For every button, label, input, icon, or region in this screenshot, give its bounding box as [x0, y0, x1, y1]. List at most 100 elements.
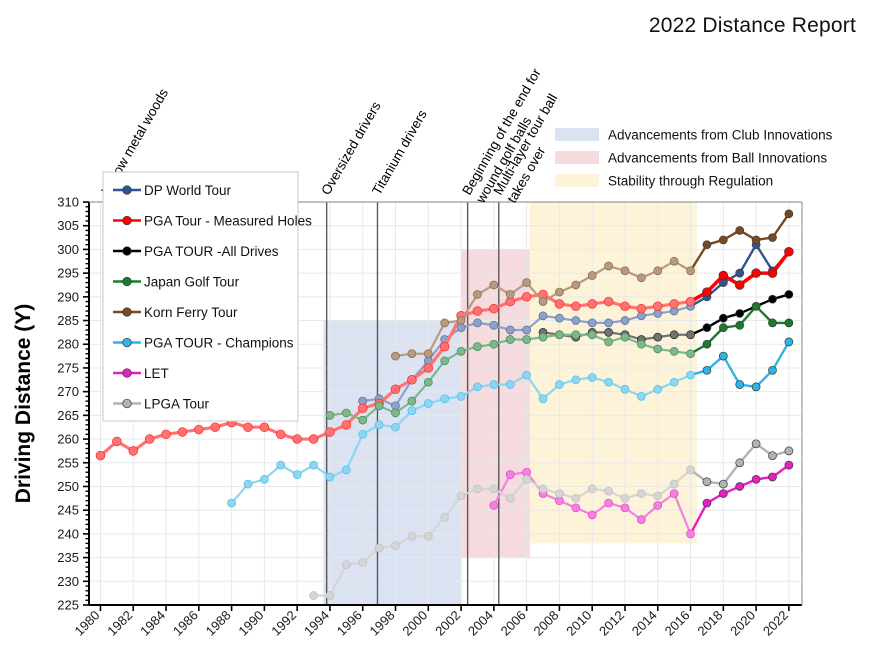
series-point: [751, 475, 761, 484]
legend-item-7[interactable]: LPGA Tour: [113, 396, 210, 411]
series-point: [522, 325, 531, 335]
series-segment: [525, 373, 545, 400]
series-point: [555, 330, 564, 340]
series-point: [423, 399, 433, 408]
series-point: [620, 301, 630, 312]
series-point: [358, 415, 368, 425]
series-point: [604, 377, 613, 387]
series-point: [718, 235, 728, 245]
series-point: [571, 301, 581, 312]
series-point: [538, 332, 548, 342]
series-point: [210, 422, 220, 432]
legend-item-0[interactable]: DP World Tour: [113, 183, 232, 198]
series-point: [620, 384, 630, 394]
series-point: [751, 301, 761, 311]
band-legend-swatch: [555, 174, 599, 187]
series-point: [784, 209, 794, 219]
series-point: [571, 493, 581, 503]
series-point: [702, 498, 712, 508]
x-tick-label: 2008: [530, 608, 561, 639]
series-point: [473, 318, 482, 328]
y-tick-label: 300: [57, 242, 79, 257]
series-point: [784, 318, 794, 328]
legend-item-2[interactable]: PGA TOUR -All Drives: [113, 244, 279, 259]
legend-item-1[interactable]: PGA Tour - Measured Holes: [113, 213, 312, 228]
series-point: [489, 280, 499, 290]
band-legend-label: Advancements from Club Innovations: [608, 128, 833, 143]
series-point: [243, 422, 253, 432]
annotation-line: Titanium drivers: [369, 107, 430, 197]
series-point: [587, 373, 597, 382]
series-point: [653, 344, 663, 354]
y-tick-label: 285: [57, 313, 79, 328]
series-point: [423, 349, 433, 359]
x-tick-label: 1986: [170, 608, 201, 639]
series-segment: [492, 473, 512, 507]
series-point: [440, 512, 450, 522]
series-point: [587, 484, 597, 494]
series-segment: [771, 340, 791, 372]
series-point: [653, 332, 663, 342]
series-point: [505, 290, 515, 299]
y-tick-label: 275: [57, 360, 79, 375]
series-legend-box: [102, 171, 299, 422]
series-segment: [427, 359, 446, 384]
series-point: [686, 349, 695, 359]
x-tick-label: 2014: [629, 608, 660, 639]
series-point: [505, 335, 515, 344]
series-point: [489, 303, 499, 314]
series-point: [686, 529, 695, 539]
series-point: [522, 278, 531, 287]
series-point: [768, 472, 777, 482]
series-point: [620, 503, 630, 513]
series-point: [734, 280, 745, 290]
x-tick-label: 2006: [498, 608, 529, 639]
legend-item-5[interactable]: PGA TOUR - Champions: [113, 335, 294, 350]
x-tick-label: 2016: [662, 608, 693, 639]
series-point: [472, 306, 483, 316]
series-point: [735, 268, 745, 278]
y-tick-label: 255: [57, 455, 79, 470]
series-point: [768, 233, 777, 242]
legend-marker: [122, 185, 132, 195]
series-point: [718, 351, 728, 361]
page-title: 2022 Distance Report: [648, 14, 856, 37]
series-point: [768, 318, 777, 328]
legend-item-3[interactable]: Japan Golf Tour: [113, 274, 240, 289]
series-segment: [394, 378, 413, 407]
series-point: [604, 318, 613, 328]
series-point: [538, 394, 548, 404]
series-point: [325, 591, 335, 600]
series-point: [489, 501, 499, 510]
legend-item-4[interactable]: Korn Ferry Tour: [113, 305, 238, 320]
series-point: [735, 458, 745, 468]
series-point: [587, 271, 597, 280]
y-tick-label: 305: [57, 218, 79, 233]
y-tick-label: 240: [57, 526, 79, 541]
series-point: [751, 235, 761, 245]
x-tick-labels: 1980 1982 1984 1986 1988 1990 1992 1994 1996 1998…: [72, 608, 791, 639]
x-tick-label: 1990: [235, 608, 266, 639]
series-segment: [754, 243, 774, 272]
series-point: [374, 420, 384, 430]
series-point: [440, 394, 450, 404]
series-point: [653, 384, 663, 394]
series-point: [194, 424, 204, 435]
series-point: [718, 323, 728, 332]
series-point: [144, 434, 155, 444]
y-tick-label: 310: [57, 195, 79, 210]
series-segment: [722, 461, 741, 486]
series-point: [620, 316, 630, 325]
series-segment: [689, 243, 709, 272]
legend-item-6[interactable]: LET: [113, 366, 169, 381]
series-point: [636, 303, 647, 314]
series-point: [555, 287, 564, 297]
legend-marker: [122, 337, 132, 348]
series-point: [374, 401, 384, 411]
series-point: [259, 422, 270, 432]
series-point: [489, 339, 499, 349]
series-point: [751, 382, 761, 392]
series-point: [489, 320, 499, 330]
band-legend-item-2: Stability through Regulation: [555, 174, 773, 189]
